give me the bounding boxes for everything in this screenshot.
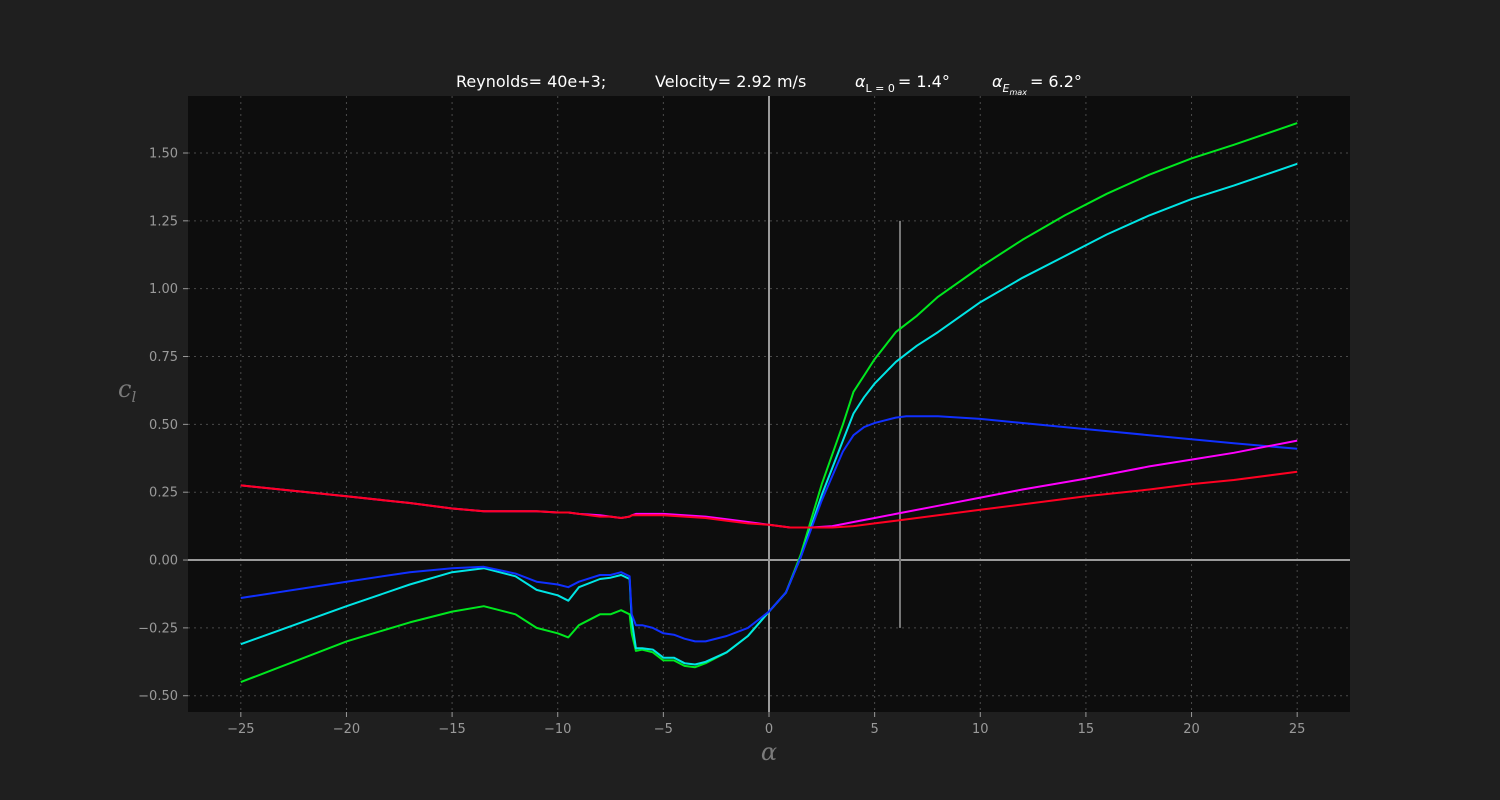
y-axis-label-main: c xyxy=(118,375,131,403)
x-tick-label: −20 xyxy=(333,722,360,737)
title-alpha-l0: αL = 0 = 1.4° xyxy=(855,72,950,95)
x-tick-label: −5 xyxy=(654,722,673,737)
title-alpha-emax: αEmax= 6.2° xyxy=(992,72,1082,97)
x-tick-label: 5 xyxy=(870,722,878,737)
x-tick-label: 0 xyxy=(765,722,773,737)
series-layer xyxy=(240,122,1298,684)
series-line-5 xyxy=(240,470,1298,529)
y-tick-label: 1.00 xyxy=(149,282,178,297)
x-ticks: −25 −20 −15 −10 −5 0 5 10 15 20 25 xyxy=(227,712,1305,737)
y-ticks: −0.50 −0.25 0.00 0.25 0.50 0.75 1.00 1.25 1.50 xyxy=(138,146,188,704)
title-reynolds: Reynolds= 40e+3; xyxy=(456,72,606,91)
y-tick-label: 0.25 xyxy=(149,486,178,501)
x-tick-label: −15 xyxy=(438,722,465,737)
x-axis-label: α xyxy=(761,738,777,766)
series-line-2 xyxy=(240,162,1298,666)
title-alpha-emax-sub: E xyxy=(1003,82,1010,95)
series-line-3 xyxy=(240,415,1298,643)
y-axis-label: cl xyxy=(118,375,136,406)
title-alpha-emax-value: = 6.2° xyxy=(1030,72,1082,91)
title-alpha-l0-value: = 1.4° xyxy=(898,72,950,91)
title-velocity: Velocity= 2.92 m/s xyxy=(655,72,806,91)
y-tick-label: 0.00 xyxy=(149,554,178,569)
y-tick-label: 1.50 xyxy=(149,146,178,161)
x-tick-label: −10 xyxy=(544,722,571,737)
y-tick-label: 0.75 xyxy=(149,350,178,365)
chart-title: Reynolds= 40e+3; Velocity= 2.92 m/s αL =… xyxy=(456,72,1082,97)
x-tick-label: 25 xyxy=(1289,722,1306,737)
title-alpha-l0-sub: L = 0 xyxy=(866,82,895,95)
title-alpha-emax-subsub: max xyxy=(1010,88,1028,97)
y-tick-label: −0.50 xyxy=(138,689,178,704)
y-tick-label: −0.25 xyxy=(138,621,178,636)
y-tick-label: 0.50 xyxy=(149,418,178,433)
zero-lines xyxy=(188,96,1350,712)
y-axis-label-sub: l xyxy=(131,388,136,406)
x-tick-label: 10 xyxy=(972,722,989,737)
x-tick-label: −25 xyxy=(227,722,254,737)
x-tick-label: 20 xyxy=(1183,722,1200,737)
x-tick-label: 15 xyxy=(1078,722,1095,737)
y-tick-label: 1.25 xyxy=(149,214,178,229)
